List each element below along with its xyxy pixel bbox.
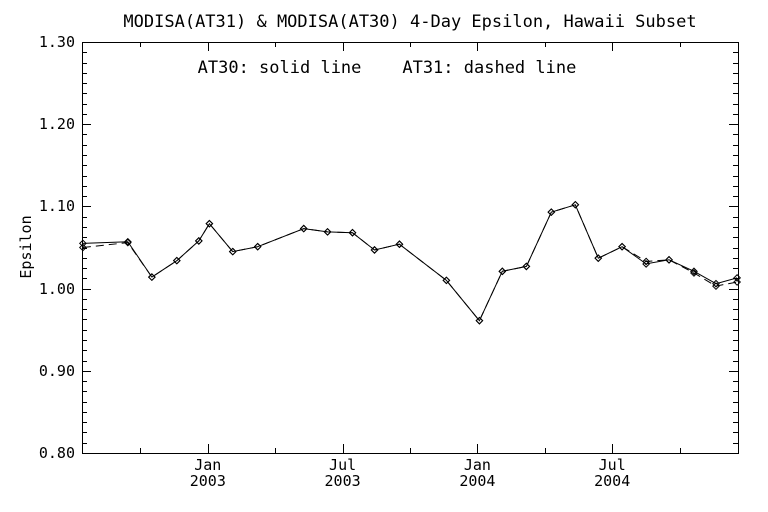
data-point-marker <box>522 262 531 271</box>
y-tick-label: 1.30 <box>38 33 75 51</box>
axes-box <box>82 42 739 454</box>
data-point-marker <box>253 242 262 251</box>
data-point-marker <box>78 243 87 252</box>
data-point-marker <box>571 200 580 209</box>
data-point-marker <box>475 316 484 325</box>
data-point-marker <box>123 237 132 246</box>
data-point-marker <box>194 237 203 245</box>
data-point-marker <box>642 260 651 268</box>
y-tick-label: 1.20 <box>38 115 75 134</box>
chart-title: MODISA(AT31) & MODISA(AT30) 4-Day Epsilo… <box>123 12 697 32</box>
data-point-marker <box>147 273 156 281</box>
at30-series <box>82 204 738 322</box>
x-tick-label: Jan 2003 <box>189 456 226 490</box>
data-point-marker <box>690 267 698 276</box>
data-point-marker <box>172 256 181 265</box>
axes <box>82 42 739 454</box>
data-point-marker <box>594 254 603 263</box>
x-tick-label: Jan 2004 <box>459 456 496 490</box>
at31-series-markers <box>78 200 742 325</box>
data-point-marker <box>78 239 87 248</box>
at30-series-line <box>82 204 738 322</box>
y-tick-label: 0.90 <box>38 361 75 380</box>
data-point-marker <box>370 246 379 254</box>
data-point-marker <box>618 242 626 251</box>
data-point-marker <box>733 274 742 282</box>
data-point-marker <box>733 278 742 286</box>
y-tick-label: 0.80 <box>38 444 75 462</box>
at30-series-markers <box>78 200 742 325</box>
data-point-marker <box>442 276 451 285</box>
data-point-marker <box>299 224 308 233</box>
x-tick-label: Jul 2004 <box>594 456 631 490</box>
data-point-marker <box>642 257 651 266</box>
x-tick-label: Jul 2003 <box>324 456 361 490</box>
data-point-marker <box>395 240 404 249</box>
data-point-marker <box>348 228 357 237</box>
data-point-marker <box>665 255 673 264</box>
data-point-marker <box>205 219 214 228</box>
data-point-marker <box>228 247 237 256</box>
data-point-marker <box>547 208 556 217</box>
y-tick-label: 1.10 <box>38 197 75 216</box>
at31-series <box>82 204 738 322</box>
y-tick-label: 1.00 <box>38 279 75 298</box>
data-point-marker <box>712 279 720 288</box>
legend-annotation: AT30: solid line AT31: dashed line <box>197 58 577 78</box>
at31-series-line <box>82 204 738 322</box>
data-point-marker <box>498 267 507 276</box>
data-point-marker <box>323 227 332 236</box>
